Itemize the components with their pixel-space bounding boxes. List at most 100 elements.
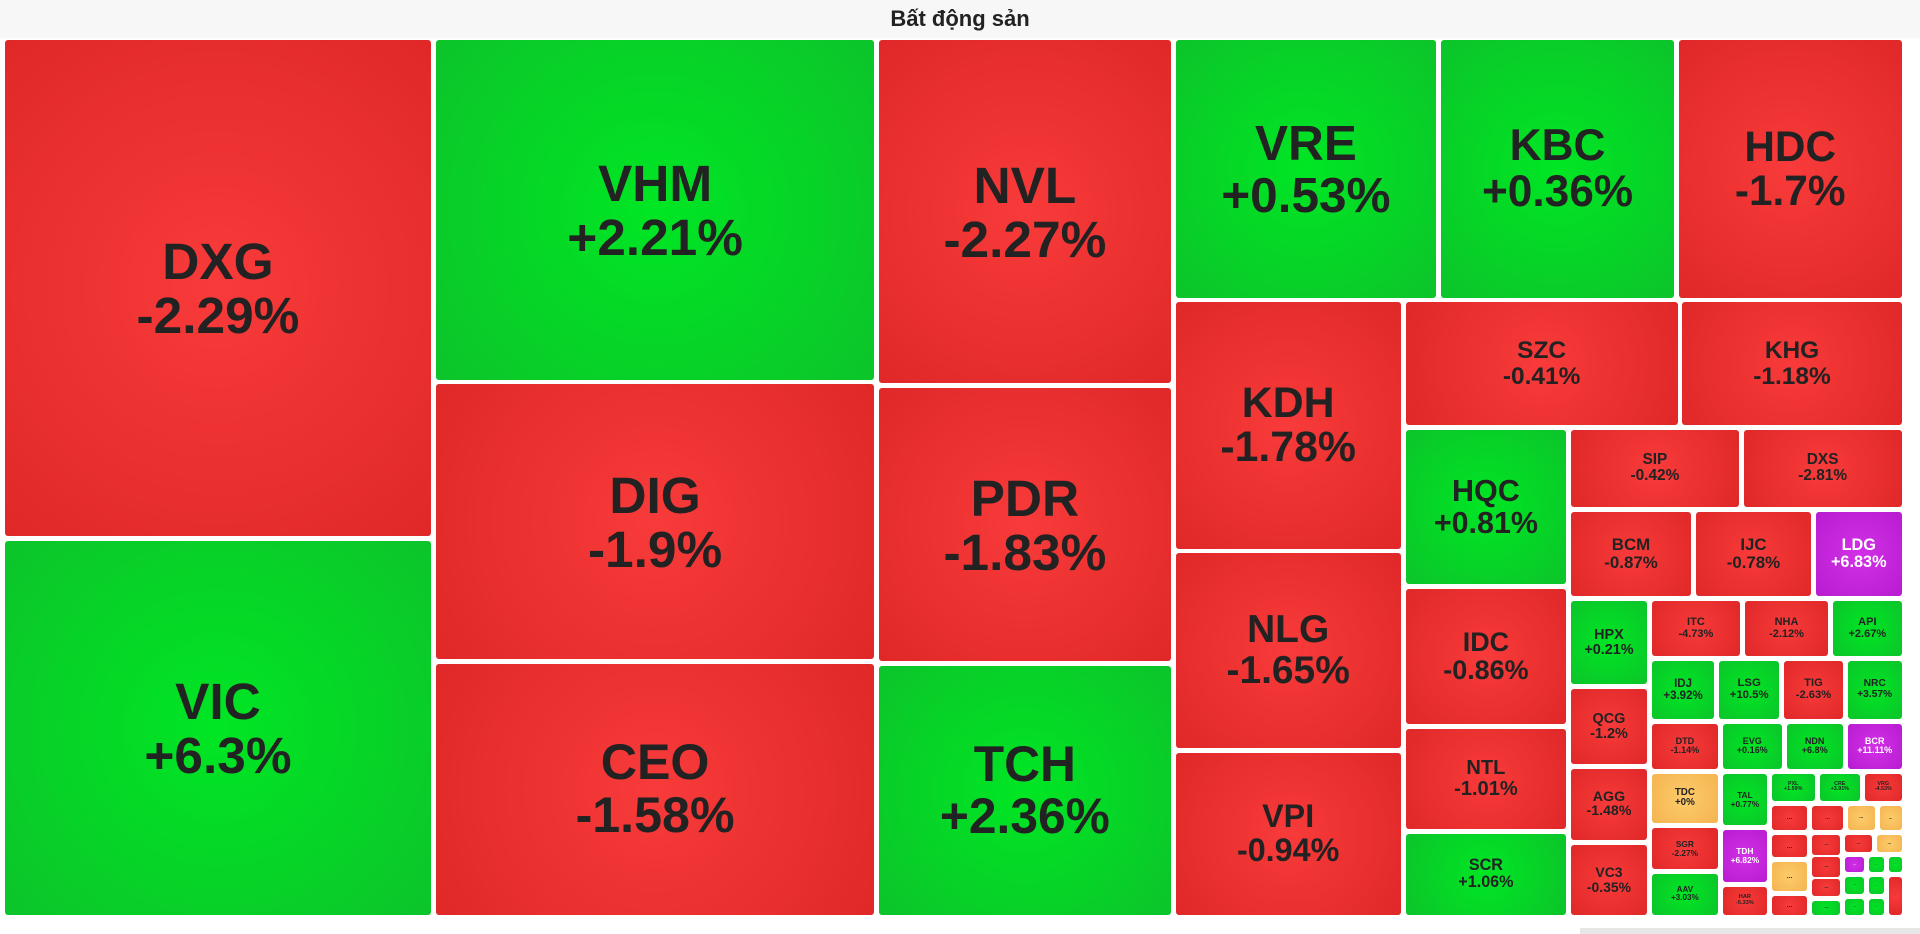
tile[interactable]: ... — [1812, 901, 1841, 915]
ticker: ... — [1859, 814, 1864, 821]
tile[interactable]: ... — [1877, 835, 1902, 853]
ticker: ... — [1853, 882, 1856, 887]
tile[interactable]: IDC -0.86% — [1405, 588, 1567, 724]
ticker: NDN — [1804, 735, 1825, 746]
tile[interactable]: API +2.67% — [1833, 601, 1902, 657]
change: +11.11% — [1857, 745, 1893, 756]
tile[interactable]: KBC +0.36% — [1441, 40, 1674, 298]
tile[interactable]: CEO -1.58% — [435, 663, 875, 915]
change: -2.12% — [1769, 627, 1804, 640]
tile[interactable]: TCH +2.36% — [879, 666, 1171, 915]
ticker: ... — [1786, 842, 1793, 850]
tile[interactable]: BCR +11.11% — [1847, 723, 1902, 769]
change: -2.27% — [1671, 847, 1699, 858]
tile[interactable]: BCM -0.87% — [1571, 511, 1692, 597]
tile[interactable]: ... — [1889, 876, 1902, 915]
change: -0.94% — [1236, 831, 1340, 868]
change: +0.53% — [1221, 166, 1391, 223]
tile[interactable]: HPX +0.21% — [1571, 601, 1647, 685]
tile[interactable]: ... — [1868, 857, 1885, 872]
tile[interactable]: VRG -4.53% — [1864, 773, 1902, 801]
ticker: SZC — [1517, 336, 1567, 364]
tile[interactable]: VHM +2.21% — [435, 40, 875, 380]
ticker: BCM — [1611, 535, 1651, 555]
tile[interactable]: ... — [1812, 805, 1843, 831]
change: +2.21% — [567, 207, 743, 266]
tile[interactable]: HQC +0.81% — [1405, 429, 1567, 585]
tile[interactable]: ... — [1845, 857, 1864, 872]
change: -0.86% — [1443, 655, 1529, 686]
tile[interactable]: SCR +1.06% — [1405, 833, 1567, 915]
tile[interactable]: ... — [1845, 876, 1864, 894]
tile[interactable]: TDC +0% — [1651, 773, 1718, 823]
tile[interactable]: ... — [1771, 896, 1808, 915]
tile[interactable]: DXS -2.81% — [1743, 429, 1902, 507]
tile[interactable]: ... — [1771, 835, 1808, 858]
ticker: VC3 — [1595, 864, 1623, 881]
ticker: PDR — [970, 468, 1080, 527]
ticker: NTL — [1466, 756, 1506, 779]
tile[interactable]: AGG -1.48% — [1571, 768, 1647, 840]
ticker: DXG — [162, 232, 274, 291]
change: -1.83% — [943, 522, 1107, 581]
tile[interactable]: LDG +6.83% — [1815, 511, 1902, 597]
tile[interactable]: ... — [1879, 805, 1902, 831]
ticker: PXL — [1788, 780, 1799, 787]
tile[interactable]: NTL -1.01% — [1405, 728, 1567, 829]
tile[interactable]: SGR -2.27% — [1651, 827, 1718, 870]
tile[interactable]: QCG -1.2% — [1571, 689, 1647, 765]
tile[interactable]: TIG -2.63% — [1784, 661, 1843, 719]
ticker: ... — [1888, 814, 1893, 820]
tile[interactable]: ... — [1889, 857, 1902, 872]
title: Bất động sản — [0, 0, 1920, 38]
ticker: ITC — [1687, 616, 1705, 629]
tile[interactable]: ... — [1868, 898, 1885, 915]
tile[interactable]: ... — [1771, 805, 1808, 831]
tile[interactable]: HDC -1.7% — [1678, 40, 1902, 298]
tile[interactable]: NLG -1.65% — [1175, 553, 1401, 749]
tile[interactable]: ... — [1812, 835, 1841, 855]
tile[interactable]: KHG -1.18% — [1682, 302, 1902, 425]
tile[interactable]: NDN +6.8% — [1786, 723, 1843, 769]
tile[interactable]: AAV +3.03% — [1651, 874, 1718, 915]
scroll-strip — [1580, 928, 1920, 934]
tile[interactable]: SIP -0.42% — [1571, 429, 1739, 507]
tile[interactable]: ... — [1868, 876, 1885, 894]
tile[interactable]: NVL -2.27% — [879, 40, 1171, 384]
tile[interactable]: ... — [1812, 879, 1841, 897]
tile[interactable]: NHA -2.12% — [1744, 601, 1829, 657]
tile[interactable]: IDJ +3.92% — [1651, 661, 1715, 719]
tile[interactable]: KDH -1.78% — [1175, 302, 1401, 549]
tile[interactable]: VPI -0.94% — [1175, 753, 1401, 915]
tile[interactable]: TAL +0.77% — [1722, 773, 1767, 826]
tile[interactable]: ... — [1847, 805, 1875, 831]
tile[interactable]: ... — [1845, 898, 1864, 915]
tile[interactable]: ... — [1771, 862, 1808, 892]
change: -2.63% — [1795, 688, 1832, 701]
tile[interactable]: NRC +3.57% — [1847, 661, 1902, 719]
tile[interactable]: VIC +6.3% — [4, 541, 431, 915]
change: +0.36% — [1481, 166, 1634, 216]
tile[interactable]: ... — [1812, 857, 1841, 877]
tile[interactable]: PDR -1.83% — [879, 388, 1171, 662]
tile[interactable]: VRE +0.53% — [1175, 40, 1437, 298]
tile[interactable]: HAR -5.33% — [1722, 886, 1767, 915]
ticker: ... — [1824, 883, 1829, 890]
tile[interactable]: DTD -1.14% — [1651, 723, 1718, 769]
tile[interactable]: TDH +6.82% — [1722, 830, 1767, 882]
tile[interactable]: DIG -1.9% — [435, 384, 875, 659]
tile[interactable]: PXL +1.59% — [1771, 773, 1815, 801]
tile[interactable]: DXG -2.29% — [4, 40, 431, 537]
tile[interactable]: EVG +0.16% — [1722, 723, 1782, 769]
ticker: ... — [1853, 903, 1856, 908]
tile[interactable]: CRE +3.91% — [1819, 773, 1860, 801]
change: -1.01% — [1454, 777, 1518, 800]
tile[interactable]: ITC -4.73% — [1651, 601, 1740, 657]
tile[interactable]: ... — [1845, 835, 1873, 853]
ticker: ... — [1875, 904, 1878, 909]
tile[interactable]: VC3 -0.35% — [1571, 844, 1647, 915]
ticker: ... — [1824, 841, 1829, 848]
tile[interactable]: SZC -0.41% — [1405, 302, 1678, 425]
tile[interactable]: IJC -0.78% — [1695, 511, 1811, 597]
tile[interactable]: LSG +10.5% — [1719, 661, 1780, 719]
